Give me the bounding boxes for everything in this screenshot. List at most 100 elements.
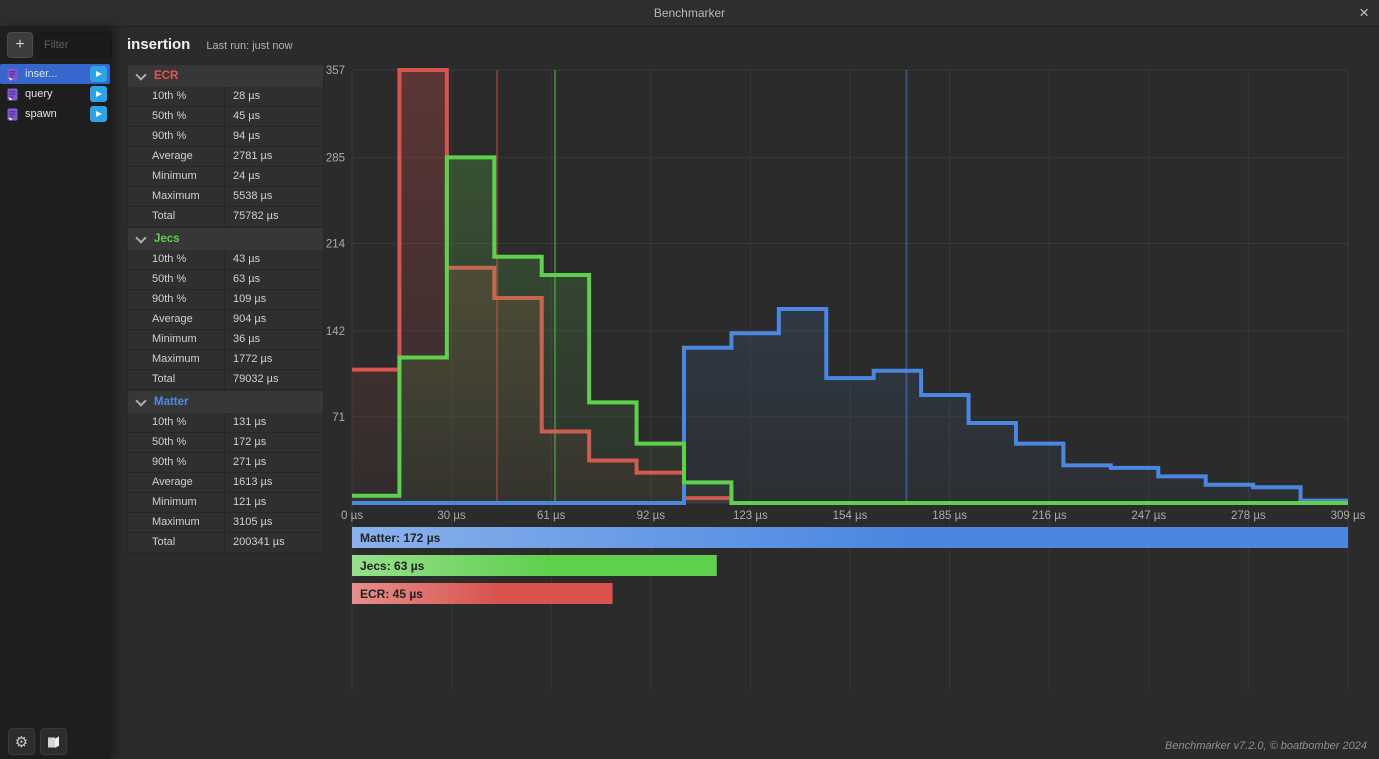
y-tick-label: 285 <box>326 152 345 164</box>
stat-value: 121 µs <box>233 496 267 508</box>
benchmark-item-1[interactable]: query <box>0 84 110 104</box>
play-icon <box>96 91 102 97</box>
x-tick-label: 309 µs <box>1331 510 1366 522</box>
legend-bar-Jecs <box>352 555 717 576</box>
series-fill-Matter <box>352 308 1348 503</box>
play-icon <box>96 71 102 77</box>
close-icon[interactable]: × <box>1359 3 1369 22</box>
stat-row: 50th % 172 µs <box>127 433 324 453</box>
stat-row: Average 1613 µs <box>127 473 324 493</box>
stats-group-name: Jecs <box>154 233 180 245</box>
stats-group-header-Matter[interactable]: Matter <box>127 390 324 413</box>
main-header: insertion Last run: just now <box>127 36 293 53</box>
docs-button[interactable] <box>40 728 67 755</box>
x-tick-label: 123 µs <box>733 510 768 522</box>
x-tick-label: 0 µs <box>341 510 363 522</box>
stat-row: Average 904 µs <box>127 310 324 330</box>
stat-value: 24 µs <box>233 170 261 182</box>
benchmark-list: inser... query spawn <box>0 64 110 124</box>
stat-label: 90th % <box>128 453 225 472</box>
stat-row: Total 79032 µs <box>127 370 324 390</box>
stat-row: Total 75782 µs <box>127 207 324 227</box>
run-benchmark-button[interactable] <box>90 66 107 82</box>
stat-value: 200341 µs <box>233 536 285 548</box>
x-tick-label: 61 µs <box>537 510 566 522</box>
stat-label: 10th % <box>128 87 225 106</box>
book-icon <box>48 735 59 748</box>
stat-value: 79032 µs <box>233 373 279 385</box>
benchmark-item-label: query <box>25 88 53 100</box>
footer-credit: Benchmarker v7.2.0, © boatbomber 2024 <box>1165 740 1367 752</box>
stat-label: 50th % <box>128 433 225 452</box>
x-tick-label: 185 µs <box>932 510 967 522</box>
legend-bar-label-Jecs: Jecs: 63 µs <box>360 559 425 573</box>
settings-button[interactable]: ⚙ <box>8 728 35 755</box>
add-benchmark-button[interactable]: + <box>7 32 33 58</box>
stat-value: 5538 µs <box>233 190 273 202</box>
stat-row: 90th % 271 µs <box>127 453 324 473</box>
stat-row: 50th % 63 µs <box>127 270 324 290</box>
y-tick-label: 71 <box>332 412 345 424</box>
stat-value: 2781 µs <box>233 150 273 162</box>
legend-bar-label-Matter: Matter: 172 µs <box>360 531 441 545</box>
stat-value: 172 µs <box>233 436 267 448</box>
x-tick-label: 278 µs <box>1231 510 1266 522</box>
stats-group-header-Jecs[interactable]: Jecs <box>127 227 324 250</box>
stat-value: 63 µs <box>233 273 261 285</box>
stat-value: 1772 µs <box>233 353 273 365</box>
stat-label: Average <box>128 147 225 166</box>
stat-label: 50th % <box>128 270 225 289</box>
stat-row: 90th % 109 µs <box>127 290 324 310</box>
run-benchmark-button[interactable] <box>90 86 107 102</box>
window-title: Benchmarker <box>653 6 726 20</box>
stat-value: 36 µs <box>233 333 261 345</box>
stats-group-name: Matter <box>154 396 189 408</box>
last-run-label: Last run: just now <box>206 40 293 52</box>
histogram-chart: 71 142 214 285 357 0 µs 30 µs 61 µs 92 µs 123 µs 1… <box>326 65 1366 690</box>
stats-group-header-ECR[interactable]: ECR <box>127 64 324 87</box>
stat-row: 10th % 43 µs <box>127 250 324 270</box>
stat-row: Total 200341 µs <box>127 533 324 553</box>
stat-label: 90th % <box>128 127 225 146</box>
stat-label: Minimum <box>128 330 225 349</box>
stat-label: Average <box>128 473 225 492</box>
stat-value: 1613 µs <box>233 476 273 488</box>
play-icon <box>96 111 102 117</box>
benchmark-item-label: inser... <box>25 68 58 80</box>
stats-panel: ECR 10th % 28 µs 50th % 45 µs 90th % 94 µs Aver… <box>127 64 324 553</box>
series-fill-Jecs <box>352 157 1348 503</box>
y-tick-label: 357 <box>326 65 345 77</box>
stat-label: Minimum <box>128 493 225 512</box>
chevron-down-icon <box>135 394 147 407</box>
stat-value: 271 µs <box>233 456 267 468</box>
series-line-Jecs <box>352 155 1348 505</box>
script-icon <box>7 68 18 81</box>
script-icon <box>7 88 18 101</box>
chevron-down-icon <box>135 68 147 81</box>
stat-label: 10th % <box>128 413 225 432</box>
stat-row: Average 2781 µs <box>127 147 324 167</box>
sidebar-toolbar: + <box>7 32 112 58</box>
sidebar-footer-toolbar: ⚙ <box>8 728 67 755</box>
stat-value: 28 µs <box>233 90 261 102</box>
stat-value: 75782 µs <box>233 210 279 222</box>
benchmark-item-0[interactable]: inser... <box>0 64 110 84</box>
stat-row: Minimum 36 µs <box>127 330 324 350</box>
stat-label: 50th % <box>128 107 225 126</box>
stat-value: 109 µs <box>233 293 267 305</box>
stat-value: 3105 µs <box>233 516 273 528</box>
stat-row: 10th % 28 µs <box>127 87 324 107</box>
chevron-down-icon <box>135 231 147 244</box>
stat-row: Minimum 121 µs <box>127 493 324 513</box>
filter-input[interactable] <box>36 32 112 58</box>
stat-label: Maximum <box>128 350 225 369</box>
legend-bar-label-ECR: ECR: 45 µs <box>360 587 423 601</box>
benchmark-item-2[interactable]: spawn <box>0 104 110 124</box>
stat-label: Average <box>128 310 225 329</box>
run-benchmark-button[interactable] <box>90 106 107 122</box>
legend-bar-Matter <box>352 527 1348 548</box>
gear-icon: ⚙ <box>14 733 29 751</box>
stat-row: 50th % 45 µs <box>127 107 324 127</box>
x-tick-label: 247 µs <box>1131 510 1166 522</box>
